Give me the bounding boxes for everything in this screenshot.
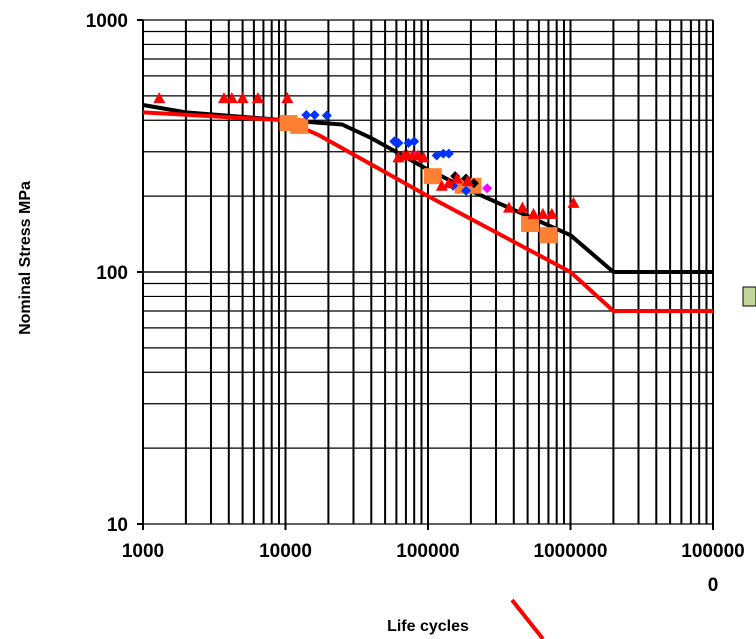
data-point-diamond (443, 148, 454, 159)
x-axis-title: Life cycles (387, 618, 469, 635)
data-point-triangle (567, 196, 580, 208)
data-point-triangle (461, 174, 474, 186)
x-tick-label: 100000 (681, 541, 744, 562)
data-point-square (290, 117, 309, 134)
legend-swatch (742, 286, 756, 307)
x-tick-label: 100000 (396, 541, 459, 562)
data-point-triangle (545, 207, 558, 219)
data-point-triangle (516, 201, 529, 213)
data-point-square (539, 227, 558, 244)
x-tick-label: 1000 (122, 541, 164, 562)
y-tick-label: 100 (96, 263, 128, 284)
chart-markers (153, 92, 580, 244)
data-point-diamond (301, 109, 312, 120)
x-tick-label-wrap: 0 (708, 575, 719, 596)
x-tick-label: 10000 (259, 541, 312, 562)
data-point-diamond (321, 110, 332, 121)
data-point-triangle (236, 92, 249, 104)
y-axis-title: Nominal Stress MPa (17, 181, 34, 335)
data-point-triangle (153, 92, 166, 104)
data-point-triangle (251, 92, 264, 104)
data-point-square (423, 168, 442, 185)
data-point-triangle (527, 207, 540, 219)
data-point-diamond (482, 183, 493, 194)
data-point-triangle (442, 177, 455, 189)
data-point-triangle (225, 92, 238, 104)
y-tick-label: 10 (107, 515, 128, 536)
data-point-diamond (393, 138, 404, 149)
data-point-diamond (409, 136, 420, 147)
grid (137, 19, 714, 530)
annotation-red-stroke (510, 598, 545, 639)
data-point-triangle (502, 201, 515, 213)
data-point-triangle (417, 151, 430, 163)
data-point-triangle (536, 207, 549, 219)
data-point-triangle (451, 172, 464, 184)
data-point-triangle (281, 92, 294, 104)
data-point-triangle (217, 92, 230, 104)
data-point-diamond (461, 185, 472, 196)
x-tick-label: 1000000 (534, 541, 608, 562)
y-tick-label: 1000 (86, 11, 128, 32)
data-point-square (521, 216, 540, 233)
data-point-diamond (438, 148, 449, 159)
data-point-diamond (309, 109, 320, 120)
